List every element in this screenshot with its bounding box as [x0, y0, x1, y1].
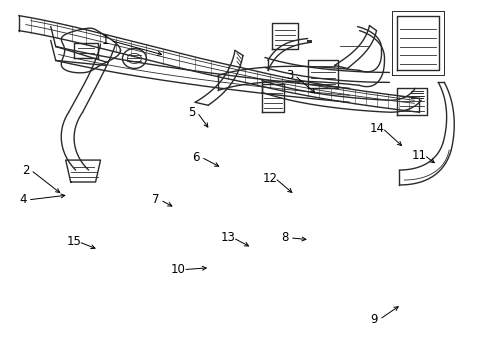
Text: 11: 11: [412, 149, 427, 162]
Text: 8: 8: [281, 231, 289, 244]
Text: 2: 2: [22, 163, 29, 176]
Text: 6: 6: [193, 150, 200, 163]
Text: 5: 5: [189, 106, 196, 119]
Text: 15: 15: [66, 235, 81, 248]
Text: 12: 12: [263, 171, 277, 185]
Text: 14: 14: [370, 122, 385, 135]
Text: 1: 1: [102, 34, 109, 47]
Text: 13: 13: [220, 231, 236, 244]
Text: 7: 7: [151, 193, 159, 206]
Text: 10: 10: [171, 263, 186, 276]
Text: 3: 3: [286, 69, 294, 82]
Text: 9: 9: [371, 313, 378, 326]
Text: 4: 4: [19, 193, 26, 206]
